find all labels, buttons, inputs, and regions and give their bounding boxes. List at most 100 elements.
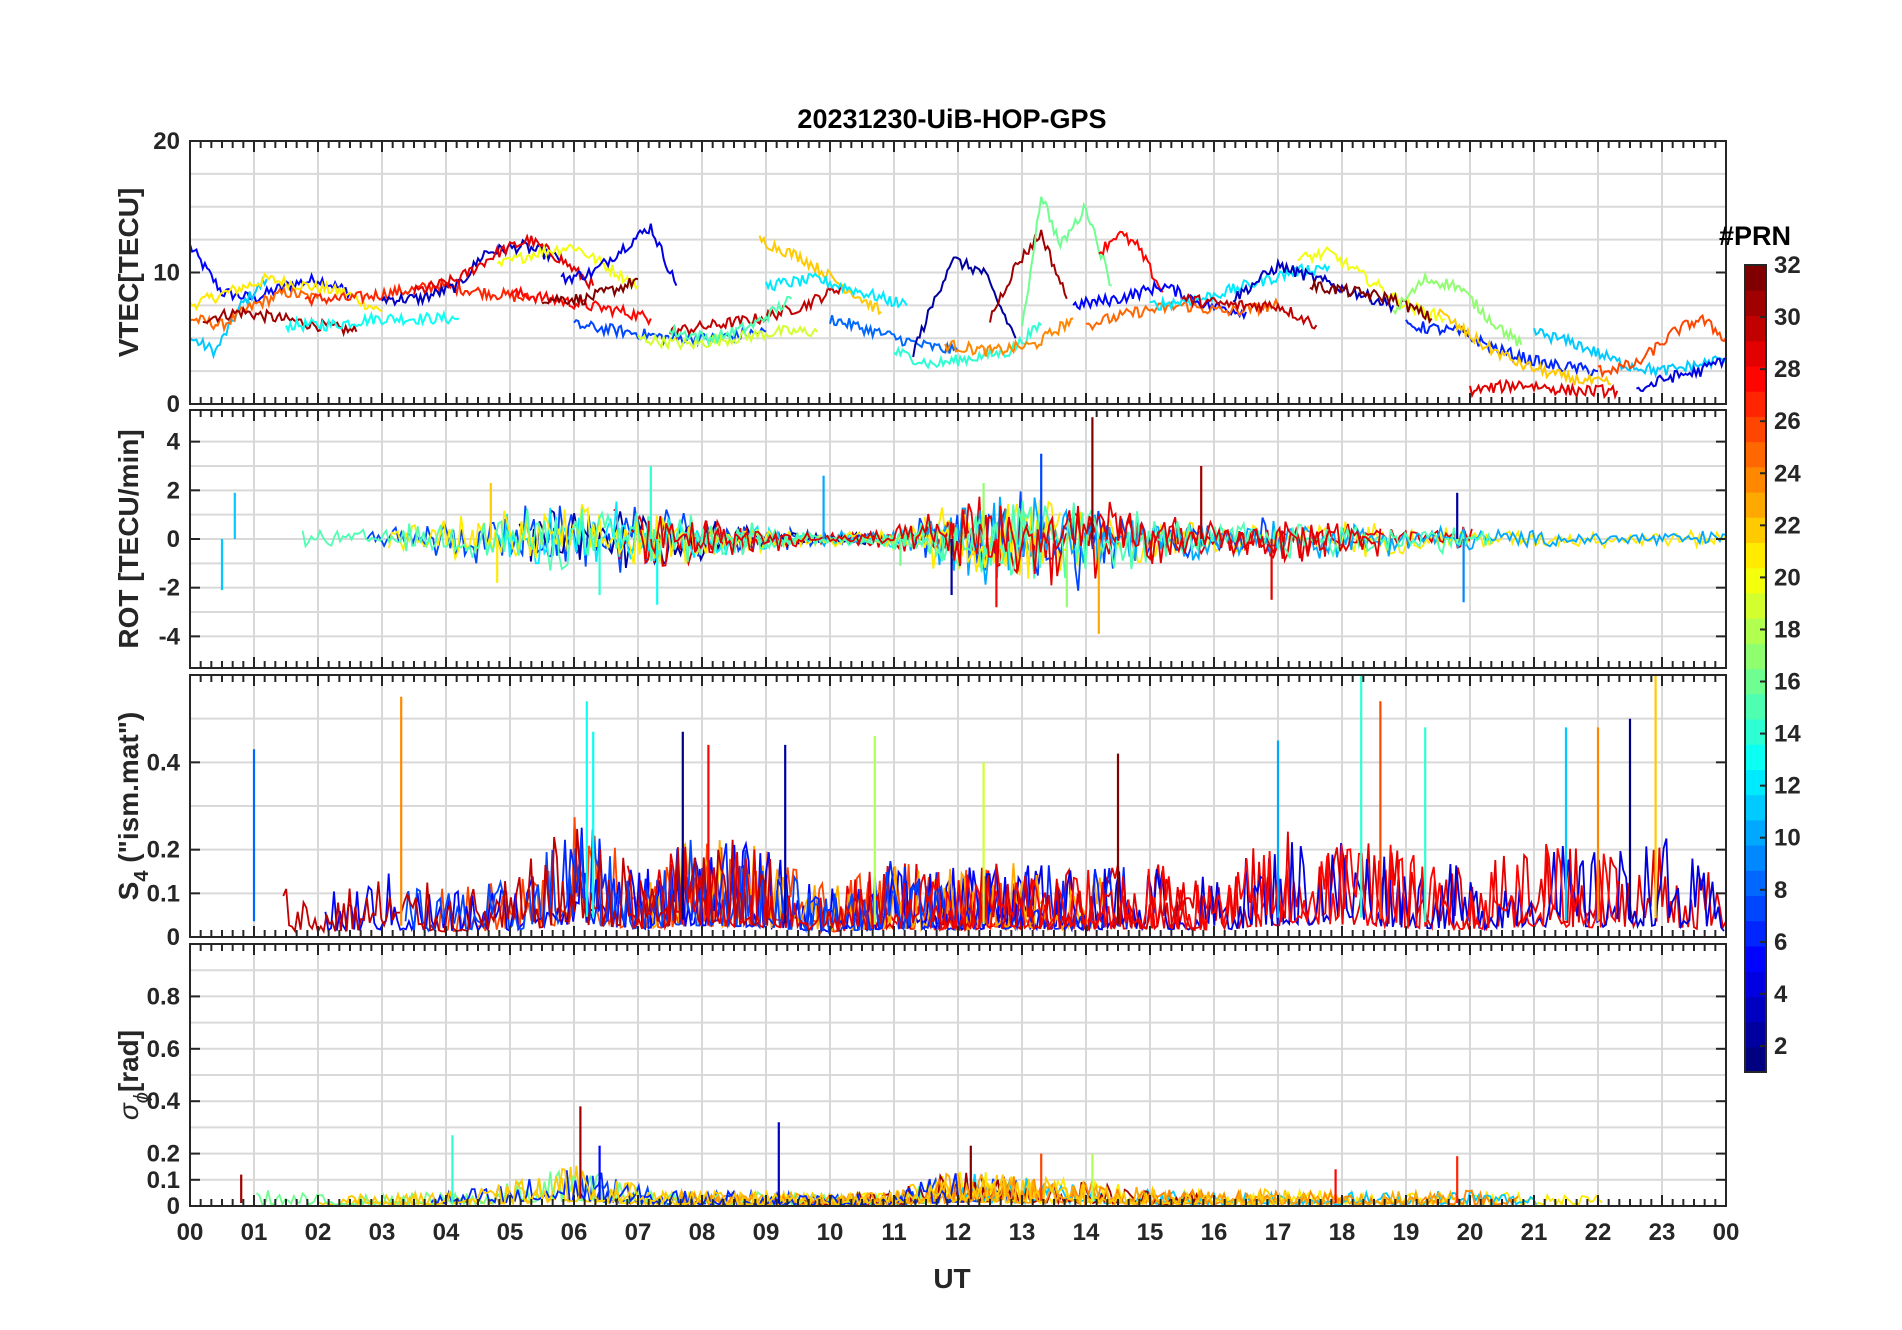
vtec-track-prn-4 [560,223,678,287]
vtec-track-prn-32 [541,277,639,308]
vtec-track-prn-28 [1098,230,1164,293]
colorbar-band [1745,290,1766,317]
colorbar-band [1745,920,1766,947]
y-tick-label: 0.2 [147,837,180,864]
colorbar-band [1745,718,1766,745]
colorbar-band [1745,971,1766,997]
vtec-track-prn-22 [1437,307,1611,387]
vtec-track-prn-12 [1149,262,1331,312]
x-axis: 00 01 02 03 04 05 06 07 08 09 10 11 12 13 14 15 16 17 18 19… [177,1219,1740,1246]
x-ticks [189,944,1727,1206]
vtec-track-prn-11 [1533,327,1726,379]
y-tick-label: -2 [159,575,180,602]
colorbar-tick-label: 6 [1774,929,1787,956]
panel-rot: -4 -2 0 2 4 ROT [TECU/min] [113,409,1727,669]
sigma-phi-series-prn-22 [345,1167,1289,1206]
colorbar-tick-label: 4 [1774,981,1788,1008]
y-tick-label: 0.6 [147,1036,180,1063]
chart-title: 20231230-UiB-HOP-GPS [797,104,1106,134]
x-tick-label: 09 [753,1219,780,1246]
x-ticks [189,141,1727,404]
x-tick-label: 02 [305,1219,332,1246]
colorbar-tick-label: 2 [1774,1033,1787,1060]
y-tick-label: 0.2 [147,1141,180,1168]
s4-series-prn-28 [928,843,1619,932]
x-tick-label: 00 [177,1219,204,1246]
s4-series-prn-29 [626,846,1208,932]
vtec-track-prn-25 [190,285,319,333]
colorbar-tick-label: 20 [1774,564,1801,591]
y-tick-label: 0 [167,391,180,418]
vtec-track-prn-11 [190,276,268,360]
colorbar-band [1745,819,1766,846]
vtec-track-prn-4 [1636,357,1726,393]
colorbar-tick-label: 10 [1774,825,1801,852]
colorbar-band [1745,895,1766,922]
x-tick-label: 20 [1457,1219,1484,1246]
colorbar-tick-label: 32 [1774,252,1801,279]
x-tick-label: 23 [1649,1219,1676,1246]
colorbar-band [1745,945,1766,972]
vtec-track-prn-17 [1392,270,1523,347]
sigma-phi-series-prn-23 [675,1172,1457,1206]
vtec-track-prn-16 [1021,196,1112,327]
x-tick-label: 08 [689,1219,716,1246]
vtec-track-prn-13 [285,309,460,334]
colorbar-tick-label: 22 [1774,512,1801,539]
colorbar-band [1745,466,1766,493]
colorbar-band [1745,491,1766,518]
x-tick-label: 07 [625,1219,652,1246]
colorbar-band [1745,618,1766,644]
colorbar-tick-label: 24 [1774,460,1801,487]
x-tick-label: 05 [497,1219,524,1246]
y-axis-label-s4: S4 ("ism.mat") [113,712,153,901]
colorbar-band [1745,1046,1766,1073]
grid [189,944,1727,1207]
colorbar-band [1745,996,1766,1023]
vtec-track-prn-20 [496,243,639,291]
x-tick-label: 22 [1585,1219,1612,1246]
x-tick-label: 03 [369,1219,396,1246]
x-tick-label: 01 [241,1219,268,1246]
colorbar-band [1745,592,1766,619]
y-tick-label: 0.4 [147,749,181,776]
colorbar-tick-label: 12 [1774,773,1801,800]
x-tick-label: 00 [1713,1219,1740,1246]
colorbar-band [1745,744,1766,770]
x-tick-label: 06 [561,1219,588,1246]
y-tick-label: 0 [167,924,180,951]
colorbar-tick-label: 18 [1774,616,1801,643]
y-axis: -4 -2 0 2 4 [159,429,1726,650]
y-tick-label: 0.4 [147,1088,181,1115]
vtec-track-prn-19 [637,323,818,351]
colorbar-frame [1744,264,1767,1073]
vtec-track-prn-5 [190,244,351,304]
vtec-track-prn-30 [669,284,844,341]
colorbar-band [1745,365,1766,392]
x-axis-label: UT [933,1263,970,1294]
vtec-track-prn-29 [1469,378,1619,401]
y-axis-label-sigma-phi: σϕ[rad] [113,1030,153,1120]
colorbar-band [1745,794,1766,821]
x-tick-label: 15 [1137,1219,1164,1246]
vtec-track-prn-8 [829,315,959,354]
x-tick-label: 17 [1265,1219,1292,1246]
vtec-track-prn-29 [413,233,595,295]
s4-series-prn-30 [282,828,777,935]
colorbar-tick-label: 16 [1774,669,1801,696]
grid [189,140,1727,405]
y-tick-label: 10 [153,260,180,287]
vtec-track-prn-14 [893,321,1042,370]
x-ticks [189,410,1727,668]
vtec-track-prn-24 [944,317,1074,357]
colorbar-band [1745,643,1766,670]
x-tick-label: 14 [1073,1219,1100,1246]
x-tick-label: 12 [945,1219,972,1246]
x-tick-label: 10 [817,1219,844,1246]
colorbar-tick-label: 30 [1774,304,1801,331]
series [252,675,1726,935]
colorbar-tick-label: 8 [1774,877,1787,904]
colorbar-band [1745,441,1766,468]
y-axis-label-vtec: VTEC[TECU] [113,188,144,358]
colorbar-band [1745,517,1766,544]
